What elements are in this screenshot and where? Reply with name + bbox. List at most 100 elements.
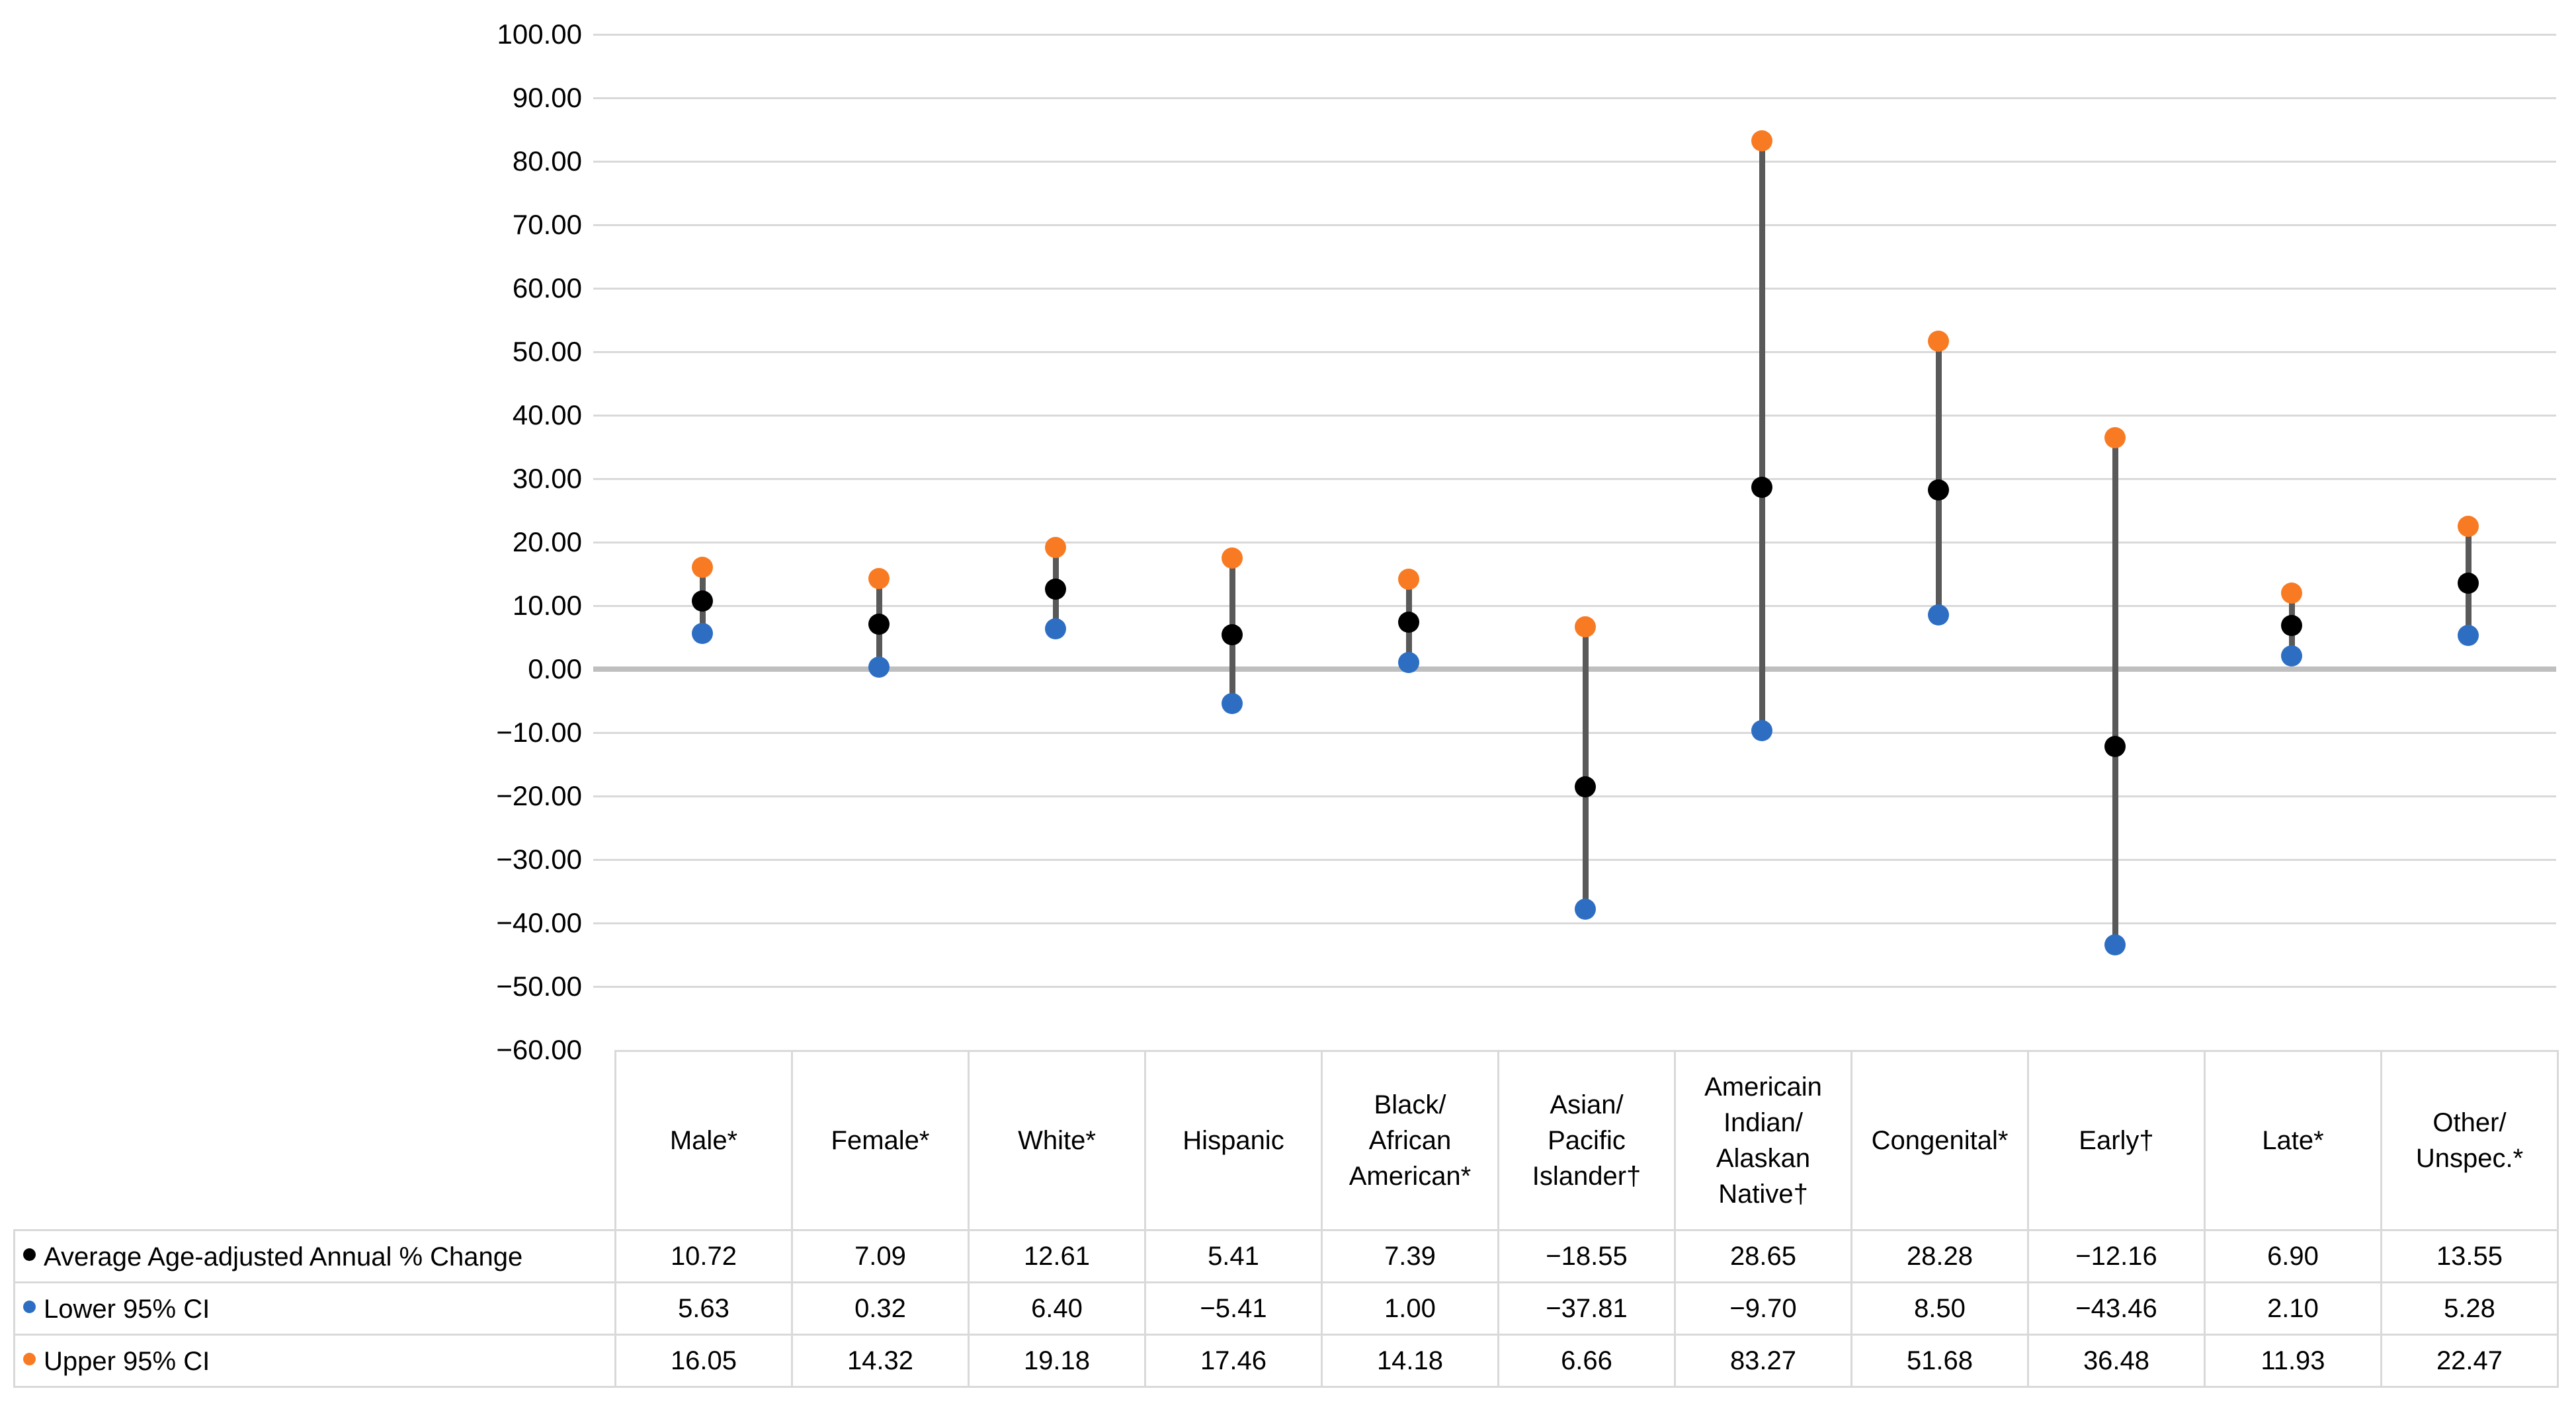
average-point (2104, 735, 2126, 757)
table-corner-cell (15, 1051, 616, 1230)
y-axis-tick-label: 50.00 (512, 336, 582, 367)
gridline (593, 922, 2556, 924)
upper-ci-point (1575, 616, 1596, 638)
y-axis-tick-label: −60.00 (496, 1034, 582, 1065)
average-point (1398, 612, 1419, 633)
average-point (1575, 776, 1596, 798)
average-point (1045, 578, 1066, 600)
series-label: Upper 95% CI (44, 1346, 210, 1376)
lower-ci-point (1222, 692, 1243, 714)
table-data-row: Upper 95% CI 16.05 14.32 19.18 17.46 14.18 6.6… (13, 1334, 2559, 1388)
value-cell: 11.93 (2204, 1334, 2382, 1388)
y-axis-tick-label: 40.00 (512, 399, 582, 430)
value-cell: 1.00 (1321, 1281, 1499, 1336)
table-header-row: Male* Female* White* Hispanic Black/ African… (15, 1050, 2559, 1231)
lower-ci-point (2458, 625, 2479, 647)
category-header: White* (968, 1050, 1146, 1231)
value-cell: 14.32 (791, 1334, 970, 1388)
value-cell: 5.63 (614, 1281, 793, 1336)
y-axis-tick-label: −30.00 (496, 844, 582, 875)
average-point (1928, 479, 1949, 501)
series-label: Lower 95% CI (44, 1294, 210, 1324)
average-point (1751, 476, 1772, 498)
gridline (593, 542, 2556, 543)
value-cell: −5.41 (1144, 1281, 1323, 1336)
value-cell: 51.68 (1850, 1334, 2029, 1388)
upper-ci-point (1751, 130, 1772, 151)
gridline (593, 859, 2556, 861)
lower-ci-point (1575, 898, 1596, 920)
legend-cell: Average Age-adjusted Annual % Change (13, 1229, 616, 1283)
gridline (593, 605, 2556, 607)
average-point (2281, 614, 2302, 636)
y-axis-tick-label: 0.00 (528, 653, 582, 684)
value-cell: 7.39 (1321, 1229, 1499, 1283)
category-header: Hispanic (1144, 1050, 1323, 1231)
legend-cell: Upper 95% CI (13, 1334, 616, 1388)
category-header: Male* (614, 1050, 793, 1231)
table-data-row: Lower 95% CI 5.63 0.32 6.40 −5.41 1.00 −37.81−… (13, 1281, 2559, 1336)
upper-ci-point (1222, 547, 1243, 569)
ci-connector-line (1582, 627, 1589, 909)
average-point (692, 590, 713, 612)
lower-ci-point (2281, 645, 2302, 666)
value-cell: 2.10 (2204, 1281, 2382, 1336)
y-axis-tick-label: 30.00 (512, 463, 582, 494)
lower-ci-point (1045, 618, 1066, 639)
category-header: Female* (791, 1050, 970, 1231)
y-axis-tick-label: 80.00 (512, 145, 582, 177)
y-axis-tick-label: 60.00 (512, 272, 582, 303)
lower-ci-point (692, 622, 713, 644)
value-cell: −18.55 (1497, 1229, 1676, 1283)
zero-axis-line (593, 666, 2556, 672)
upper-ci-point (868, 567, 890, 589)
value-cell: 22.47 (2380, 1334, 2559, 1388)
gridline (593, 97, 2556, 99)
category-header: Early† (2027, 1050, 2206, 1231)
value-cell: 5.41 (1144, 1229, 1323, 1283)
upper-ci-point (1928, 330, 1949, 352)
category-header: Other/ Unspec.* (2380, 1050, 2559, 1231)
value-cell: 6.90 (2204, 1229, 2382, 1283)
y-axis-tick-label: −40.00 (496, 907, 582, 938)
value-cell: 19.18 (968, 1334, 1146, 1388)
y-axis-tick-label: 10.00 (512, 590, 582, 621)
gridline (593, 415, 2556, 417)
value-cell: 12.61 (968, 1229, 1146, 1283)
gridline (593, 34, 2556, 36)
y-axis-tick-label: 100.00 (497, 19, 582, 50)
value-cell: 14.18 (1321, 1334, 1499, 1388)
lower-ci-point (868, 656, 890, 678)
category-header: Black/ African American* (1321, 1050, 1499, 1231)
value-cell: 0.32 (791, 1281, 970, 1336)
y-axis-tick-label: −20.00 (496, 780, 582, 811)
value-cell: −12.16 (2027, 1229, 2206, 1283)
value-cell: 16.05 (614, 1334, 793, 1388)
table-data-row: Average Age-adjusted Annual % Change 10.7… (13, 1229, 2559, 1283)
series-label: Average Age-adjusted Annual % Change (44, 1242, 523, 1271)
upper-ci-point (1045, 536, 1066, 558)
ci-connector-line (1935, 341, 1942, 616)
value-cell: 7.09 (791, 1229, 970, 1283)
y-axis-tick-label: 70.00 (512, 209, 582, 240)
ci-connector-line (1759, 140, 1765, 731)
category-header: Asian/ Pacific Islander† (1497, 1050, 1676, 1231)
lower-ci-point (1751, 720, 1772, 742)
lower-ci-point (2104, 934, 2126, 956)
value-cell: 8.50 (1850, 1281, 2029, 1336)
upper-ci-point (2104, 426, 2126, 448)
upper-ci-point (2281, 583, 2302, 604)
avg-series-marker-icon (23, 1248, 36, 1262)
value-cell: 5.28 (2380, 1281, 2559, 1336)
gridline (593, 478, 2556, 480)
ci-connector-line (2112, 437, 2118, 946)
category-header: Late* (2204, 1050, 2382, 1231)
gridline (593, 288, 2556, 290)
y-axis-tick-label: −10.00 (496, 717, 582, 748)
upper-ci-point (692, 556, 713, 578)
category-header: Congenital* (1850, 1050, 2029, 1231)
legend-cell: Lower 95% CI (13, 1281, 616, 1336)
value-cell: 36.48 (2027, 1334, 2206, 1388)
value-cell: 17.46 (1144, 1334, 1323, 1388)
